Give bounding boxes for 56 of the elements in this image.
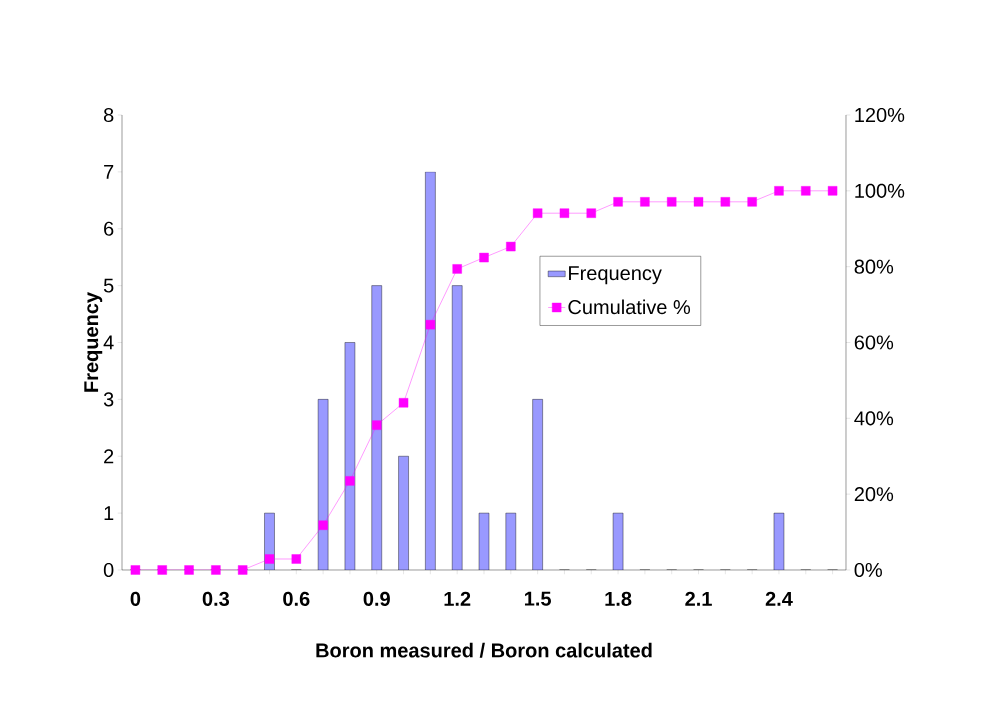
- point: [613, 197, 623, 207]
- point: [372, 420, 382, 430]
- point: [774, 186, 784, 196]
- y-axis-title: Frequency: [84, 292, 103, 392]
- point: [452, 264, 462, 274]
- y-tick-label: 2: [104, 449, 114, 464]
- point: [479, 252, 489, 263]
- point: [130, 565, 141, 575]
- legend-label: Cumulative %: [568, 299, 691, 315]
- x-tick-label: 1.5: [524, 591, 551, 606]
- x-tick-label: 2.1: [685, 591, 712, 606]
- point: [237, 565, 248, 575]
- x-tick-label: 1.2: [444, 591, 471, 606]
- y-tick-label: 0: [103, 562, 114, 578]
- y2-tick-label: 40%: [854, 411, 894, 426]
- point: [506, 241, 516, 252]
- y-tick-label: 6: [104, 221, 114, 236]
- x-tick-label: 0.6: [283, 591, 310, 606]
- x-axis-title: Boron measured / Boron calculated: [316, 642, 652, 658]
- point: [827, 186, 838, 196]
- x-tick-label: 0.9: [363, 591, 390, 606]
- point: [559, 208, 570, 218]
- point: [747, 197, 757, 207]
- y-tick-label: 1: [104, 506, 114, 520]
- x-tick-label: 0: [130, 591, 141, 606]
- point: [184, 565, 194, 575]
- point: [398, 398, 409, 408]
- x-tick-label: 2.4: [765, 591, 793, 606]
- point: [211, 565, 221, 575]
- point: [291, 554, 301, 564]
- point: [720, 197, 731, 207]
- point: [801, 186, 811, 196]
- point: [264, 554, 275, 564]
- point: [693, 197, 704, 207]
- y-tick-label: 8: [103, 107, 114, 123]
- point: [157, 565, 167, 575]
- legend-label: Frequency: [569, 266, 662, 285]
- x-tick-label: 1.8: [605, 591, 632, 606]
- y2-tick-label: 120%: [855, 107, 905, 123]
- y2-tick-label: 0%: [854, 562, 882, 578]
- point: [640, 197, 650, 207]
- point: [425, 319, 436, 330]
- point: [318, 520, 328, 530]
- point: [586, 208, 596, 218]
- point: [532, 208, 543, 218]
- point: [345, 476, 355, 486]
- y-tick-label: 5: [103, 278, 114, 293]
- x-tick-label: 0.3: [202, 591, 230, 606]
- y2-tick-label: 60%: [854, 335, 894, 350]
- y-tick-label: 3: [103, 392, 114, 407]
- y-tick-label: 4: [103, 335, 114, 350]
- y2-tick-label: 20%: [854, 487, 894, 502]
- y-tick-label: 7: [104, 165, 114, 179]
- y2-tick-label: 100%: [855, 183, 905, 198]
- point: [667, 197, 677, 207]
- y2-tick-label: 80%: [854, 259, 894, 274]
